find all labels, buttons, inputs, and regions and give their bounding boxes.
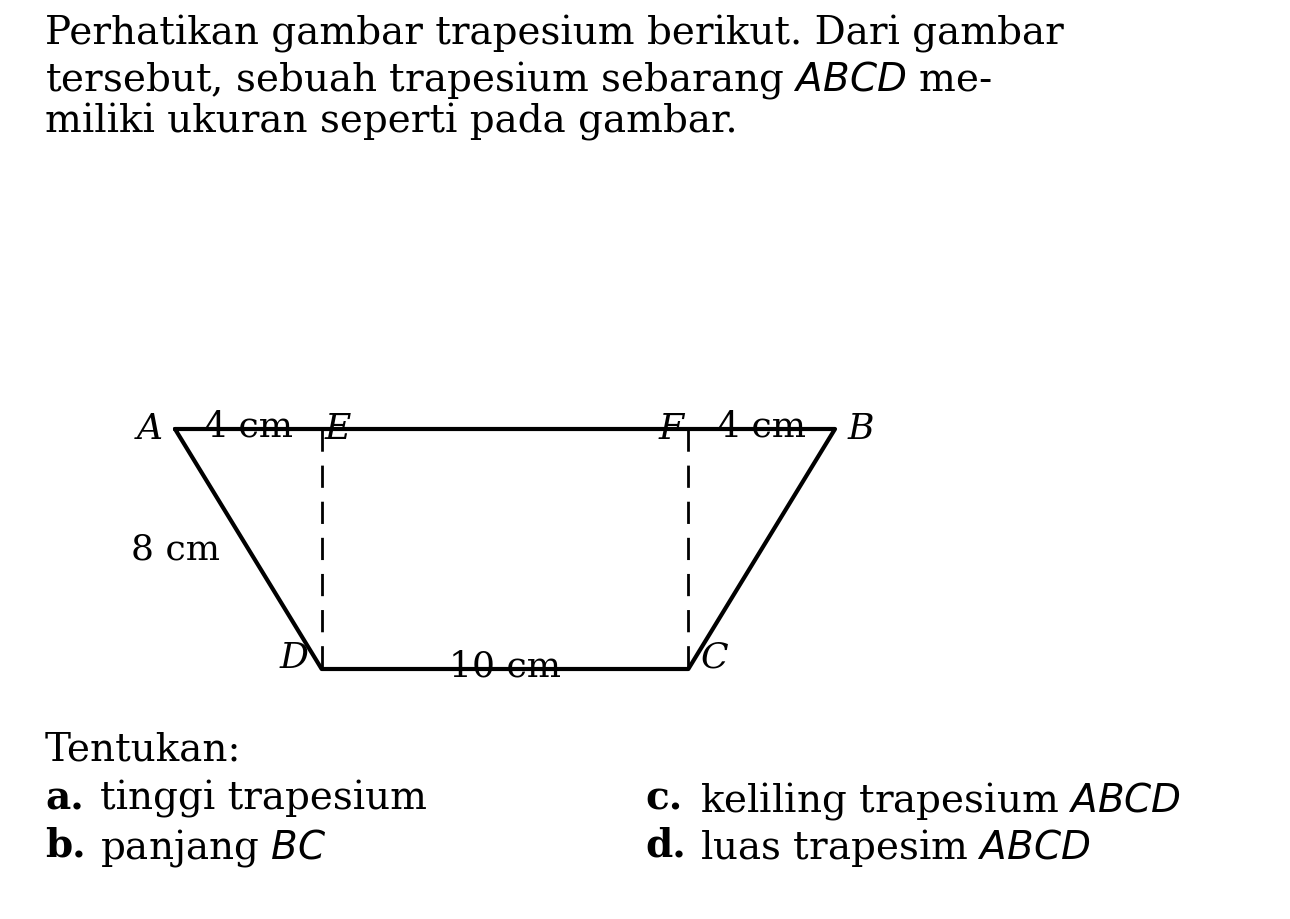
Text: a.: a. <box>45 779 84 817</box>
Text: miliki ukuran seperti pada gambar.: miliki ukuran seperti pada gambar. <box>45 103 738 141</box>
Text: b.: b. <box>45 826 85 864</box>
Text: 10 cm: 10 cm <box>449 650 561 683</box>
Text: 4 cm: 4 cm <box>717 410 806 444</box>
Text: tinggi trapesium: tinggi trapesium <box>101 779 427 817</box>
Text: 4 cm: 4 cm <box>204 410 293 444</box>
Text: Perhatikan gambar trapesium berikut. Dari gambar: Perhatikan gambar trapesium berikut. Dar… <box>45 15 1064 53</box>
Text: keliling trapesium $\mathit{ABCD}$: keliling trapesium $\mathit{ABCD}$ <box>700 779 1180 821</box>
Text: luas trapesim $\mathit{ABCD}$: luas trapesim $\mathit{ABCD}$ <box>700 826 1090 868</box>
Text: 8 cm: 8 cm <box>132 532 221 566</box>
Text: panjang $\mathit{BC}$: panjang $\mathit{BC}$ <box>101 826 326 868</box>
Text: Tentukan:: Tentukan: <box>45 732 241 768</box>
Text: $D$: $D$ <box>279 641 310 675</box>
Text: tersebut, sebuah trapesium sebarang $\mathit{ABCD}$ me-: tersebut, sebuah trapesium sebarang $\ma… <box>45 59 992 101</box>
Text: $E$: $E$ <box>324 412 352 446</box>
Text: d.: d. <box>645 826 686 864</box>
Text: $A$: $A$ <box>134 412 163 446</box>
Text: c.: c. <box>645 779 682 817</box>
Text: $F$: $F$ <box>658 412 686 446</box>
Text: $B$: $B$ <box>848 412 875 446</box>
Text: $C$: $C$ <box>700 641 729 675</box>
